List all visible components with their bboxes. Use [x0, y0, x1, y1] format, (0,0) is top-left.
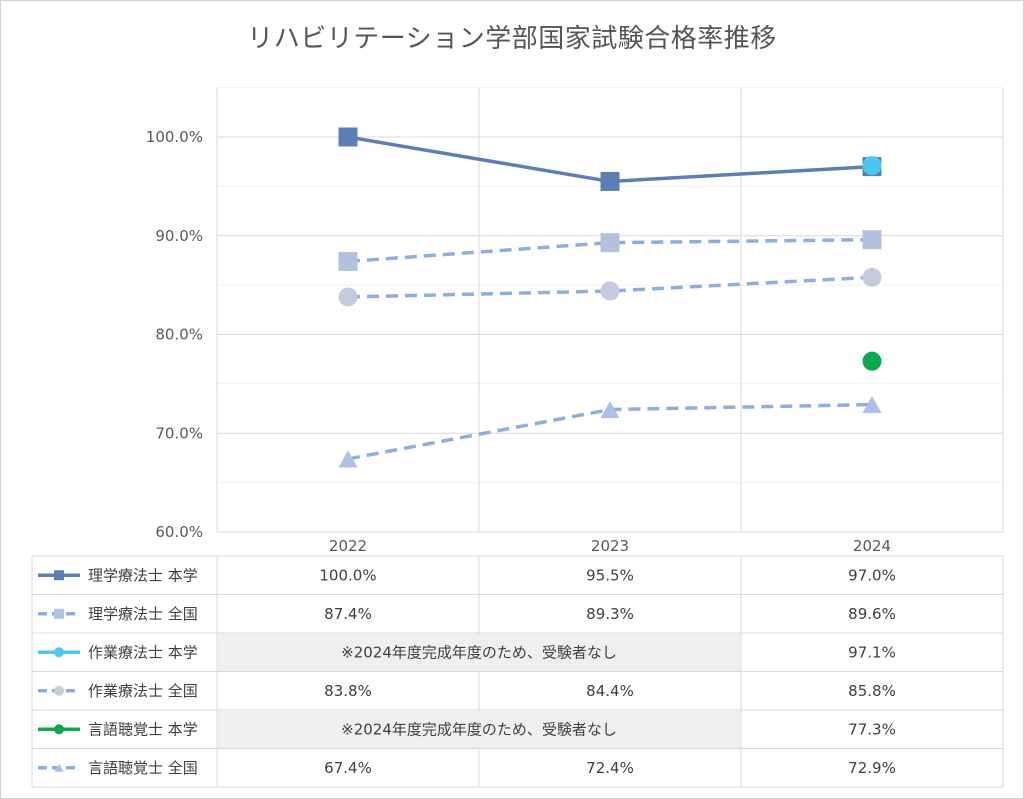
- legend-label: 作業療法士 本学: [88, 643, 198, 661]
- data-point-series-2: [862, 156, 882, 176]
- series-line-1: [347, 237, 873, 264]
- data-point-series-3: [862, 267, 882, 287]
- data-label: 89.3%: [586, 605, 634, 623]
- data-point-series-1: [862, 230, 882, 250]
- legend-label: 理学療法士 全国: [88, 605, 198, 623]
- data-label: 84.4%: [586, 682, 634, 700]
- legend-key-marker-4: [54, 724, 64, 735]
- data-label: 83.8%: [324, 682, 372, 700]
- legend-key-marker-5: [54, 763, 64, 772]
- x-tick-label: 2022: [329, 537, 367, 555]
- data-point-series-5: [862, 396, 882, 414]
- legend-key-marker-1: [54, 608, 64, 619]
- legend-key-marker-2: [54, 647, 64, 658]
- legend-key-marker-0: [54, 570, 64, 581]
- y-tick-label: 80.0%: [155, 326, 203, 344]
- data-label: 100.0%: [319, 566, 376, 584]
- data-point-series-5: [600, 401, 620, 419]
- data-label: 72.4%: [586, 759, 634, 777]
- data-label: 97.0%: [848, 566, 896, 584]
- chart-title: リハビリテーション学部国家試験合格率推移: [247, 24, 777, 54]
- legend-label: 作業療法士 全国: [88, 682, 198, 700]
- y-tick-label: 90.0%: [155, 227, 203, 245]
- legend-label: 言語聴覚士 本学: [88, 720, 198, 738]
- data-label: 67.4%: [324, 759, 372, 777]
- data-label: 97.1%: [848, 643, 896, 661]
- data-label: 95.5%: [586, 566, 634, 584]
- data-label: 77.3%: [848, 720, 896, 738]
- data-point-series-3: [338, 287, 358, 307]
- x-tick-label: 2023: [591, 537, 629, 555]
- data-point-series-3: [600, 281, 620, 301]
- y-tick-label: 60.0%: [155, 523, 203, 541]
- data-point-series-1: [600, 233, 620, 253]
- data-point-series-0: [600, 171, 620, 191]
- legend-label: 理学療法士 本学: [88, 566, 198, 584]
- data-label: 72.9%: [848, 759, 896, 777]
- legend-label: 言語聴覚士 全国: [88, 759, 198, 777]
- note-text: ※2024年度完成年度のため、受験者なし: [341, 720, 617, 738]
- data-point-series-1: [338, 251, 358, 271]
- note-cell-bg: [218, 634, 740, 672]
- data-point-series-4: [862, 351, 882, 371]
- note-text: ※2024年度完成年度のため、受験者なし: [341, 643, 617, 661]
- y-tick-label: 100.0%: [146, 128, 203, 146]
- note-cell-bg: [218, 711, 740, 749]
- y-tick-label: 70.0%: [155, 424, 203, 442]
- legend-key-marker-3: [54, 685, 64, 696]
- series-line-3: [347, 275, 873, 299]
- x-tick-label: 2024: [853, 537, 891, 555]
- data-point-series-0: [338, 127, 358, 147]
- data-label: 87.4%: [324, 605, 372, 623]
- data-point-series-5: [338, 450, 358, 468]
- data-label: 89.6%: [848, 605, 896, 623]
- data-label: 85.8%: [848, 682, 896, 700]
